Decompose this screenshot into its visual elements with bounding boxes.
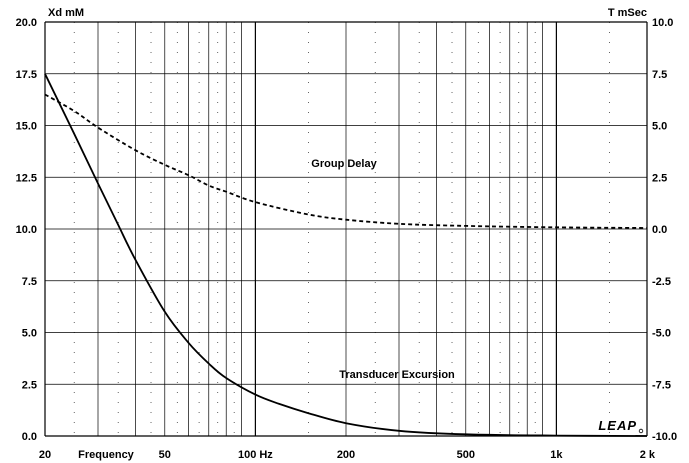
transducer-excursion-line [44, 73, 648, 437]
y-right-tick-label: 7.5 [652, 69, 667, 81]
y-right-tick-label: -2.5 [652, 276, 671, 288]
group-delay-line [44, 93, 648, 229]
x-tick-label: 200 [337, 449, 355, 461]
y-right-tick-label: 2.5 [652, 172, 667, 184]
y-right-tick-label: 5.0 [652, 121, 667, 133]
y-left-tick-label: 5.0 [22, 328, 37, 340]
y-left-tick-label: 12.5 [16, 172, 37, 184]
x-tick-label: 500 [457, 449, 475, 461]
leap-logo-text: LEAP [598, 418, 637, 433]
series-layer [44, 73, 648, 437]
leap-logo: LEAP [598, 418, 644, 434]
y-left-tick-label: 10.0 [16, 224, 37, 236]
y-left-tick-label: 15.0 [16, 121, 37, 133]
transducer-excursion-annotation: Transducer Excursion [339, 369, 455, 381]
x-tick-label: 20 [39, 449, 51, 461]
y-left-tick-label: 2.5 [22, 379, 37, 391]
grid-layer [44, 21, 648, 437]
y-right-tick-label: 0.0 [652, 224, 667, 236]
y-left-tick-label: 20.0 [16, 17, 37, 29]
y-left-tick-label: 0.0 [22, 431, 37, 443]
y-left-tick-label: 17.5 [16, 69, 37, 81]
y-right-tick-label: -5.0 [652, 328, 671, 340]
ticks-layer: 0.0 2.5 5.0 7.5 10.0 12.5 15.0 17.5 20.0 -10.0 -7.… [16, 17, 678, 461]
group-delay-annotation: Group Delay [311, 158, 377, 170]
y-right-axis-label: T mSec [608, 7, 647, 19]
x-tick-label: 100 Hz [238, 449, 273, 461]
x-axis-label: Frequency [78, 449, 135, 461]
x-tick-label: 1k [550, 449, 563, 461]
y-left-axis-label: Xd mM [48, 7, 84, 19]
y-right-tick-label: -7.5 [652, 379, 671, 391]
x-tick-label: 50 [159, 449, 171, 461]
y-left-tick-label: 7.5 [22, 276, 37, 288]
logo-registered-mark [638, 428, 644, 434]
y-right-tick-label: -10.0 [652, 431, 677, 443]
x-tick-label: 2 k [640, 449, 656, 461]
annotations-layer: Group Delay Transducer Excursion [311, 158, 455, 381]
y-right-tick-label: 10.0 [652, 17, 673, 29]
